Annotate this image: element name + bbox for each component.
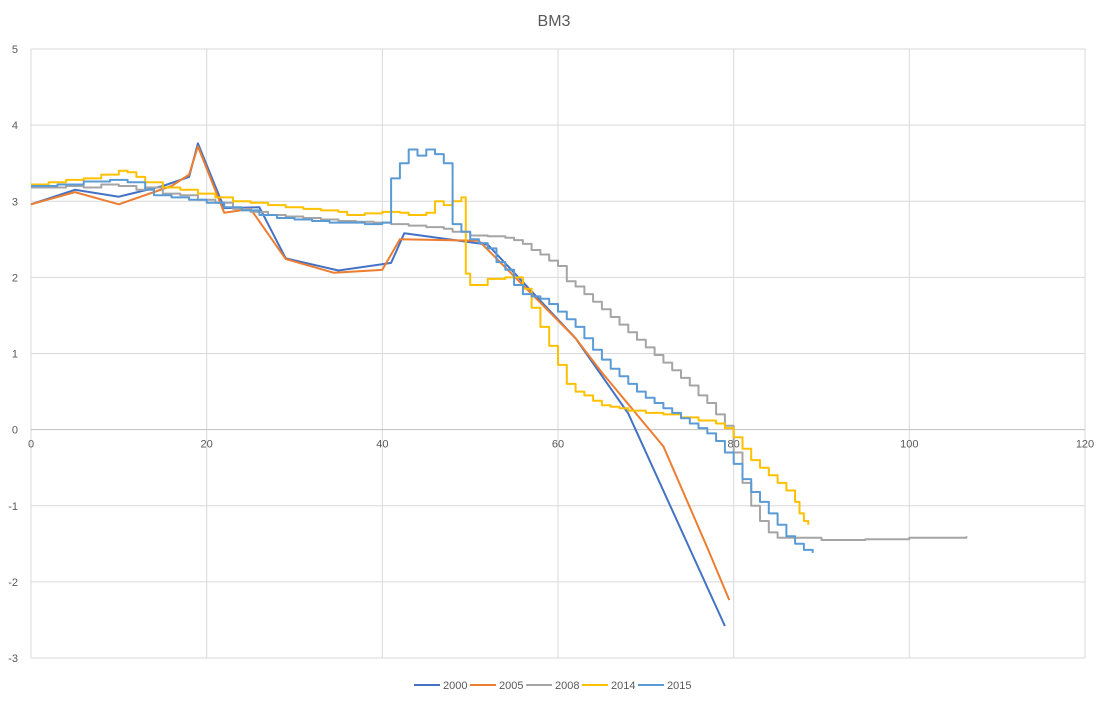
legend: 2000 2005 2008 2014 2015 bbox=[414, 680, 691, 692]
series-line-2008 bbox=[31, 183, 968, 541]
y-tick-label: 5 bbox=[12, 44, 18, 56]
y-tick-label: 4 bbox=[12, 120, 18, 132]
y-tick-label: 1 bbox=[12, 349, 18, 361]
series-lines bbox=[30, 142, 968, 627]
series-line-2005 bbox=[30, 145, 731, 601]
legend-label-2015: 2015 bbox=[667, 680, 691, 692]
series-line-2000 bbox=[30, 142, 726, 627]
series-line-2015 bbox=[31, 148, 814, 553]
legend-label-2008: 2008 bbox=[555, 680, 579, 692]
x-tick-label: 60 bbox=[552, 439, 564, 451]
y-tick-label: -2 bbox=[8, 577, 18, 589]
legend-label-2014: 2014 bbox=[611, 680, 635, 692]
x-tick-label: 100 bbox=[900, 439, 918, 451]
x-tick-label: 20 bbox=[201, 439, 213, 451]
x-tick-label: 120 bbox=[1076, 439, 1094, 451]
y-tick-label: -3 bbox=[8, 653, 18, 665]
series-line-2014 bbox=[31, 169, 810, 525]
legend-label-2005: 2005 bbox=[499, 680, 523, 692]
y-tick-label: 2 bbox=[12, 272, 18, 284]
y-tick-label: -1 bbox=[8, 501, 18, 513]
x-tick-label: 0 bbox=[28, 439, 34, 451]
x-tick-label: 40 bbox=[376, 439, 388, 451]
y-tick-label: 0 bbox=[12, 425, 18, 437]
chart-title: BM3 bbox=[538, 13, 571, 30]
y-tick-label: 3 bbox=[12, 196, 18, 208]
legend-label-2000: 2000 bbox=[443, 680, 467, 692]
